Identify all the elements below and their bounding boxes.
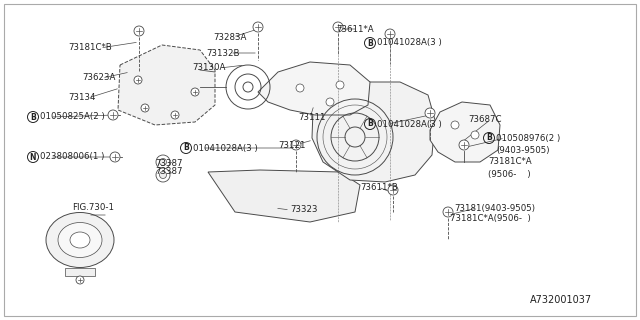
Text: 73130A: 73130A — [192, 63, 225, 73]
Polygon shape — [312, 82, 435, 182]
Text: B: B — [367, 119, 373, 129]
Text: A732001037: A732001037 — [530, 295, 592, 305]
Circle shape — [159, 172, 166, 179]
Circle shape — [333, 22, 343, 32]
Text: 023808006(1 ): 023808006(1 ) — [40, 153, 104, 162]
Text: 73387: 73387 — [155, 158, 182, 167]
Text: 73111: 73111 — [298, 114, 326, 123]
Text: B: B — [486, 133, 492, 142]
Text: 73121: 73121 — [278, 140, 305, 149]
Text: N: N — [29, 153, 36, 162]
Circle shape — [110, 152, 120, 162]
Text: 73387: 73387 — [155, 167, 182, 177]
Circle shape — [385, 29, 395, 39]
Circle shape — [171, 111, 179, 119]
Ellipse shape — [58, 222, 102, 258]
Text: (9403-9505): (9403-9505) — [496, 146, 550, 155]
Text: B: B — [30, 113, 36, 122]
Text: 73181C*A: 73181C*A — [488, 157, 532, 166]
Circle shape — [443, 207, 453, 217]
Polygon shape — [65, 268, 95, 276]
Circle shape — [326, 98, 334, 106]
Text: 73623A: 73623A — [82, 74, 115, 83]
Circle shape — [134, 76, 142, 84]
Circle shape — [156, 168, 170, 182]
Circle shape — [141, 104, 149, 112]
Text: 73283A: 73283A — [213, 33, 246, 42]
Circle shape — [459, 140, 469, 150]
Text: 01041028A(3 ): 01041028A(3 ) — [377, 38, 442, 47]
Circle shape — [159, 158, 166, 165]
Polygon shape — [430, 102, 500, 162]
Circle shape — [291, 140, 301, 150]
Text: 73611*A: 73611*A — [336, 25, 374, 34]
Ellipse shape — [70, 232, 90, 248]
Text: 73687C: 73687C — [468, 116, 502, 124]
Circle shape — [76, 276, 84, 284]
Text: 73323: 73323 — [290, 205, 317, 214]
Circle shape — [191, 88, 199, 96]
Circle shape — [451, 121, 459, 129]
Polygon shape — [258, 62, 370, 115]
Circle shape — [108, 110, 118, 120]
Text: (9506-    ): (9506- ) — [488, 170, 531, 179]
Circle shape — [336, 81, 344, 89]
Text: 73181C*B: 73181C*B — [68, 44, 112, 52]
Text: 73132B: 73132B — [206, 49, 239, 58]
Ellipse shape — [46, 212, 114, 268]
Circle shape — [156, 155, 170, 169]
Circle shape — [296, 84, 304, 92]
Text: 73611*B: 73611*B — [360, 182, 397, 191]
Circle shape — [471, 131, 479, 139]
Text: B: B — [183, 143, 189, 153]
Text: 73181C*A(9506-  ): 73181C*A(9506- ) — [450, 214, 531, 223]
Text: 01041028A(3 ): 01041028A(3 ) — [193, 143, 258, 153]
Text: 73134: 73134 — [68, 93, 95, 102]
Text: B: B — [367, 38, 373, 47]
Polygon shape — [208, 170, 360, 222]
Text: 010508976(2 ): 010508976(2 ) — [496, 133, 560, 142]
Text: 73181(9403-9505): 73181(9403-9505) — [454, 204, 535, 212]
Circle shape — [253, 22, 263, 32]
Circle shape — [134, 26, 144, 36]
Circle shape — [388, 185, 398, 195]
Circle shape — [425, 108, 435, 118]
Polygon shape — [118, 45, 215, 125]
Text: 01050825A(2 ): 01050825A(2 ) — [40, 113, 105, 122]
Text: FIG.730-1: FIG.730-1 — [72, 204, 114, 212]
Text: 01041028A(3 ): 01041028A(3 ) — [377, 119, 442, 129]
